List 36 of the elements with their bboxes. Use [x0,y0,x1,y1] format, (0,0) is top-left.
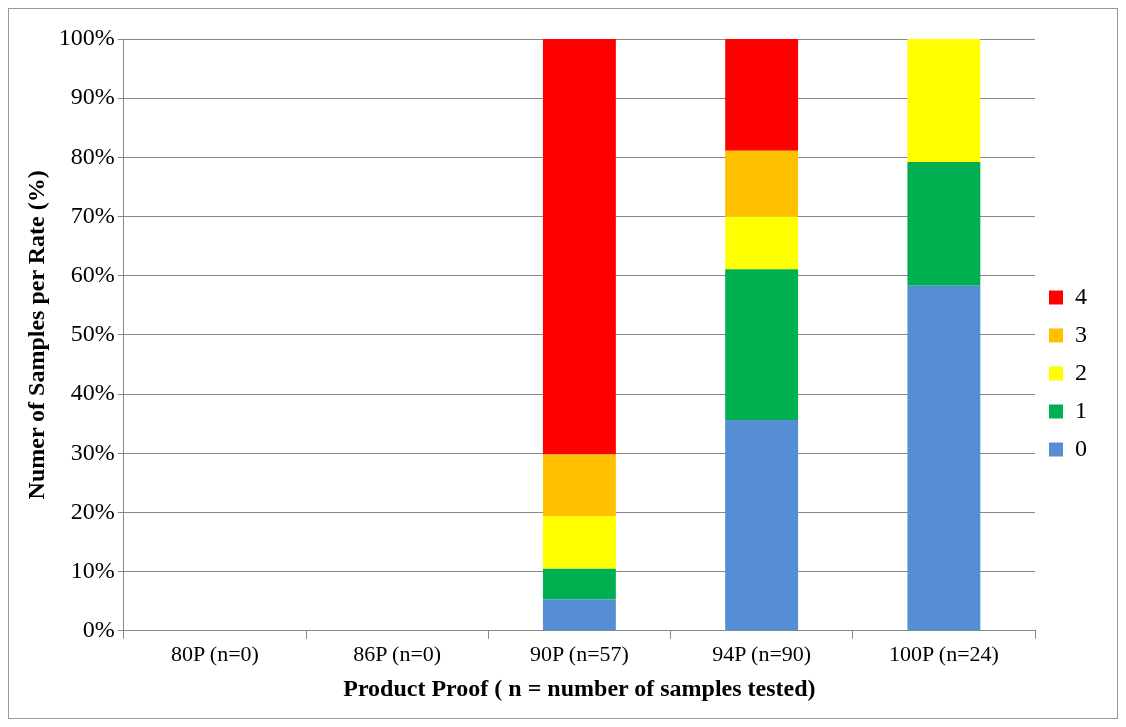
bar [542,516,616,569]
y-axis-title: Numer of Samples per Rate (%) [22,170,49,500]
legend-label: 4 [1075,282,1087,309]
legend-label: 2 [1075,358,1087,385]
x-tick-label: 80P (n=0) [170,640,259,666]
bar [542,568,616,600]
x-tick-label: 100P (n=24) [888,640,999,666]
legend-label: 0 [1075,434,1087,461]
y-tick-label: 50% [70,320,115,347]
y-tick-label: 20% [70,497,115,524]
y-tick-label: 100% [58,24,115,51]
y-tick-label: 10% [70,556,115,583]
bar [725,216,799,270]
bar [907,39,981,163]
y-tick-label: 80% [70,142,115,169]
bar [542,454,616,517]
x-tick-label: 86P (n=0) [353,640,442,666]
bar [542,39,616,455]
bar [725,150,799,217]
bar [725,269,799,421]
legend-label: 3 [1075,320,1087,347]
bar [725,39,799,151]
y-tick-label: 0% [82,616,115,643]
y-tick-label: 30% [70,438,115,465]
y-tick-label: 60% [70,261,115,288]
x-tick-label: 94P (n=90) [712,640,812,666]
legend-label: 1 [1075,396,1087,423]
y-tick-label: 70% [70,201,115,228]
bar [907,162,981,286]
bar [542,599,616,631]
y-tick-label: 40% [70,379,115,406]
bar [725,420,799,631]
x-axis-title: Product Proof ( n = number of samples tested) [343,674,816,701]
bar [907,285,981,631]
y-tick-label: 90% [70,83,115,110]
x-tick-label: 90P (n=57) [529,640,629,666]
